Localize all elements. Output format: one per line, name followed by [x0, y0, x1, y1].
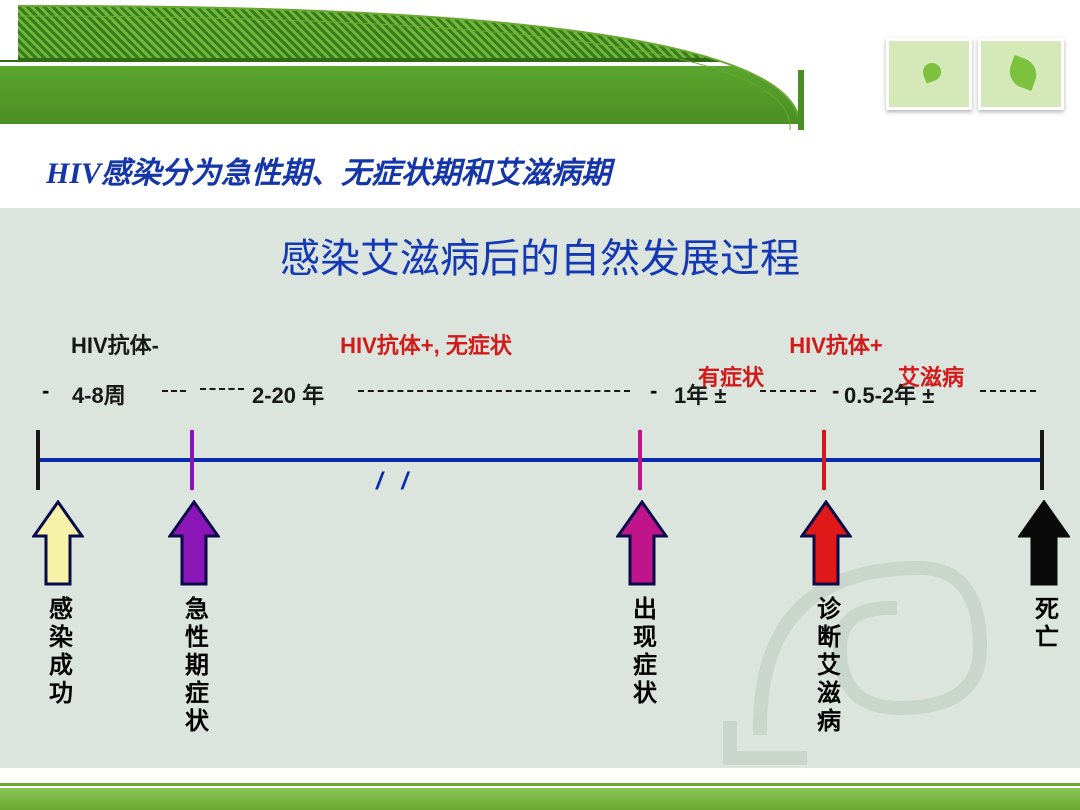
header-thumbnails — [886, 38, 1064, 110]
duration-dash — [162, 390, 186, 392]
stage-arrow-label: 诊断艾滋病 — [809, 596, 844, 736]
stage-arrow: 出现症状 — [610, 500, 674, 708]
duration-dash: - — [832, 378, 838, 382]
duration-label: 4-8周 — [72, 378, 126, 410]
thumb-leaves-icon — [978, 38, 1064, 110]
stage-arrow: 死亡 — [1012, 500, 1076, 652]
segment-label: HIV抗体- — [40, 328, 190, 360]
stage-arrow: 诊断艾滋病 — [794, 500, 858, 736]
footer-divider — [0, 783, 1080, 786]
diagram-title: 感染艾滋病后的自然发展过程 — [0, 226, 1080, 284]
axis-tick — [190, 430, 194, 490]
axis-tick — [638, 430, 642, 490]
duration-dash — [358, 390, 630, 392]
stage-arrow: 急性期症状 — [162, 500, 226, 736]
axis-tick — [822, 430, 826, 490]
slide-header — [0, 0, 1080, 130]
decorative-swirl-icon — [720, 528, 1020, 768]
timeline-axis — [36, 458, 1044, 462]
duration-label: 2-20 年 — [252, 378, 324, 410]
duration-dash — [760, 390, 816, 392]
diagram-area: 感染艾滋病后的自然发展过程 / / HIV抗体- HIV抗体+, 无症状 HIV抗体… — [0, 208, 1080, 768]
thumb-sprout-icon — [886, 38, 972, 110]
up-arrow-icon — [800, 500, 852, 588]
up-arrow-icon — [616, 500, 668, 588]
duration-label: 0.5-2年 ± — [844, 378, 934, 410]
stage-arrow-label: 急性期症状 — [177, 596, 212, 736]
stage-arrow: 感染成功 — [26, 500, 90, 708]
axis-tick — [1040, 430, 1044, 490]
duration-dash: - — [42, 378, 54, 382]
axis-break-icon: / / — [376, 468, 414, 496]
up-arrow-icon — [1018, 500, 1070, 588]
stage-arrow-label: 死亡 — [1027, 596, 1062, 652]
up-arrow-icon — [168, 500, 220, 588]
stage-arrow-label: 出现症状 — [625, 596, 660, 708]
axis-tick — [36, 430, 40, 490]
duration-dash — [980, 390, 1036, 392]
page-title: HIV感染分为急性期、无症状期和艾滋病期 — [46, 148, 611, 192]
segment-label: HIV抗体+, 无症状 — [266, 328, 586, 360]
up-arrow-icon — [32, 500, 84, 588]
stage-arrow-label: 感染成功 — [41, 596, 76, 708]
segment-label: HIV抗体+ — [736, 328, 936, 360]
duration-dash: - — [650, 378, 668, 382]
duration-label: 1年 ± — [674, 378, 726, 410]
duration-dash — [200, 388, 244, 390]
footer-band — [0, 788, 1080, 810]
